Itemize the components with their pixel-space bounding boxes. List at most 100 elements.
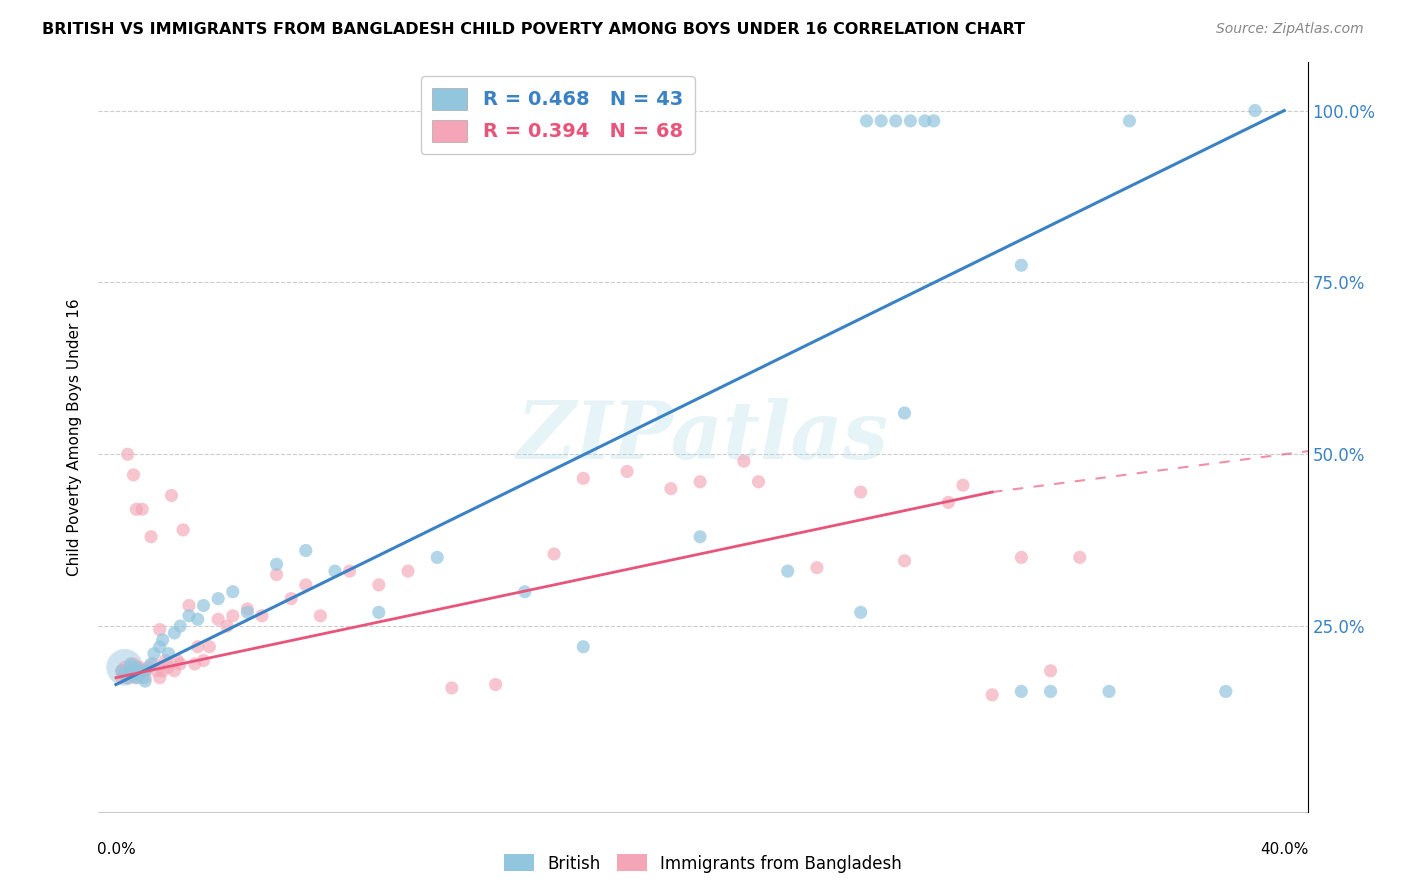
Point bbox=[131, 664, 153, 678]
Point bbox=[128, 660, 150, 674]
Point bbox=[114, 667, 136, 681]
Point bbox=[122, 667, 145, 681]
Point bbox=[134, 664, 156, 678]
Point bbox=[266, 567, 288, 582]
Point bbox=[1244, 103, 1267, 118]
Point bbox=[125, 660, 148, 674]
Point bbox=[294, 543, 316, 558]
Point bbox=[131, 671, 153, 685]
Point bbox=[870, 114, 893, 128]
Point bbox=[776, 564, 799, 578]
Point bbox=[169, 657, 191, 671]
Point bbox=[122, 467, 145, 482]
Point bbox=[1215, 684, 1237, 698]
Point bbox=[134, 664, 156, 678]
Point bbox=[149, 671, 172, 685]
Point bbox=[309, 608, 332, 623]
Point bbox=[128, 664, 150, 678]
Point bbox=[163, 664, 186, 678]
Text: BRITISH VS IMMIGRANTS FROM BANGLADESH CHILD POVERTY AMONG BOYS UNDER 16 CORRELAT: BRITISH VS IMMIGRANTS FROM BANGLADESH CH… bbox=[42, 22, 1025, 37]
Point bbox=[120, 664, 142, 678]
Point bbox=[157, 660, 180, 674]
Point bbox=[166, 653, 188, 667]
Point bbox=[733, 454, 755, 468]
Point bbox=[893, 406, 915, 420]
Text: 40.0%: 40.0% bbox=[1260, 842, 1309, 856]
Point bbox=[111, 671, 134, 685]
Point bbox=[207, 591, 229, 606]
Point bbox=[236, 606, 259, 620]
Point bbox=[120, 660, 142, 674]
Point bbox=[898, 114, 921, 128]
Point bbox=[125, 671, 148, 685]
Point bbox=[440, 681, 463, 695]
Point bbox=[117, 671, 139, 685]
Point bbox=[849, 606, 872, 620]
Point bbox=[131, 502, 153, 516]
Point bbox=[155, 653, 177, 667]
Point bbox=[616, 465, 638, 479]
Point bbox=[222, 584, 245, 599]
Point bbox=[117, 671, 139, 685]
Point bbox=[114, 667, 136, 681]
Point bbox=[117, 447, 139, 461]
Point bbox=[294, 578, 316, 592]
Point bbox=[122, 657, 145, 671]
Point bbox=[981, 688, 1004, 702]
Point bbox=[120, 660, 142, 674]
Point bbox=[266, 558, 288, 572]
Point bbox=[193, 599, 215, 613]
Point bbox=[1069, 550, 1091, 565]
Point bbox=[1098, 684, 1121, 698]
Point bbox=[1039, 684, 1062, 698]
Point bbox=[187, 640, 209, 654]
Point bbox=[1039, 664, 1062, 678]
Text: ZIPatlas: ZIPatlas bbox=[517, 399, 889, 475]
Point bbox=[193, 653, 215, 667]
Point bbox=[114, 660, 136, 674]
Point bbox=[1118, 114, 1140, 128]
Point bbox=[128, 667, 150, 681]
Point bbox=[936, 495, 959, 509]
Point bbox=[142, 657, 165, 671]
Y-axis label: Child Poverty Among Boys Under 16: Child Poverty Among Boys Under 16 bbox=[67, 298, 83, 576]
Point bbox=[884, 114, 907, 128]
Point bbox=[136, 660, 159, 674]
Point bbox=[367, 578, 389, 592]
Point bbox=[152, 632, 174, 647]
Point bbox=[142, 647, 165, 661]
Point bbox=[747, 475, 769, 489]
Point bbox=[120, 667, 142, 681]
Point bbox=[323, 564, 346, 578]
Point bbox=[152, 664, 174, 678]
Text: 0.0%: 0.0% bbox=[97, 842, 135, 856]
Point bbox=[572, 471, 595, 485]
Point bbox=[849, 485, 872, 500]
Point bbox=[855, 114, 877, 128]
Point bbox=[163, 626, 186, 640]
Point bbox=[222, 608, 245, 623]
Point bbox=[922, 114, 945, 128]
Point bbox=[128, 667, 150, 681]
Point bbox=[198, 640, 221, 654]
Point bbox=[169, 619, 191, 633]
Point bbox=[157, 647, 180, 661]
Point bbox=[893, 554, 915, 568]
Point bbox=[146, 664, 169, 678]
Point bbox=[367, 606, 389, 620]
Point bbox=[689, 530, 711, 544]
Point bbox=[396, 564, 419, 578]
Point bbox=[1010, 258, 1032, 272]
Legend: British, Immigrants from Bangladesh: British, Immigrants from Bangladesh bbox=[498, 847, 908, 880]
Point bbox=[1010, 684, 1032, 698]
Point bbox=[236, 602, 259, 616]
Point bbox=[177, 608, 200, 623]
Point bbox=[125, 671, 148, 685]
Point bbox=[114, 660, 136, 674]
Point bbox=[187, 612, 209, 626]
Point bbox=[149, 640, 172, 654]
Point bbox=[914, 114, 936, 128]
Point bbox=[111, 664, 134, 678]
Point bbox=[215, 619, 238, 633]
Point bbox=[111, 664, 134, 678]
